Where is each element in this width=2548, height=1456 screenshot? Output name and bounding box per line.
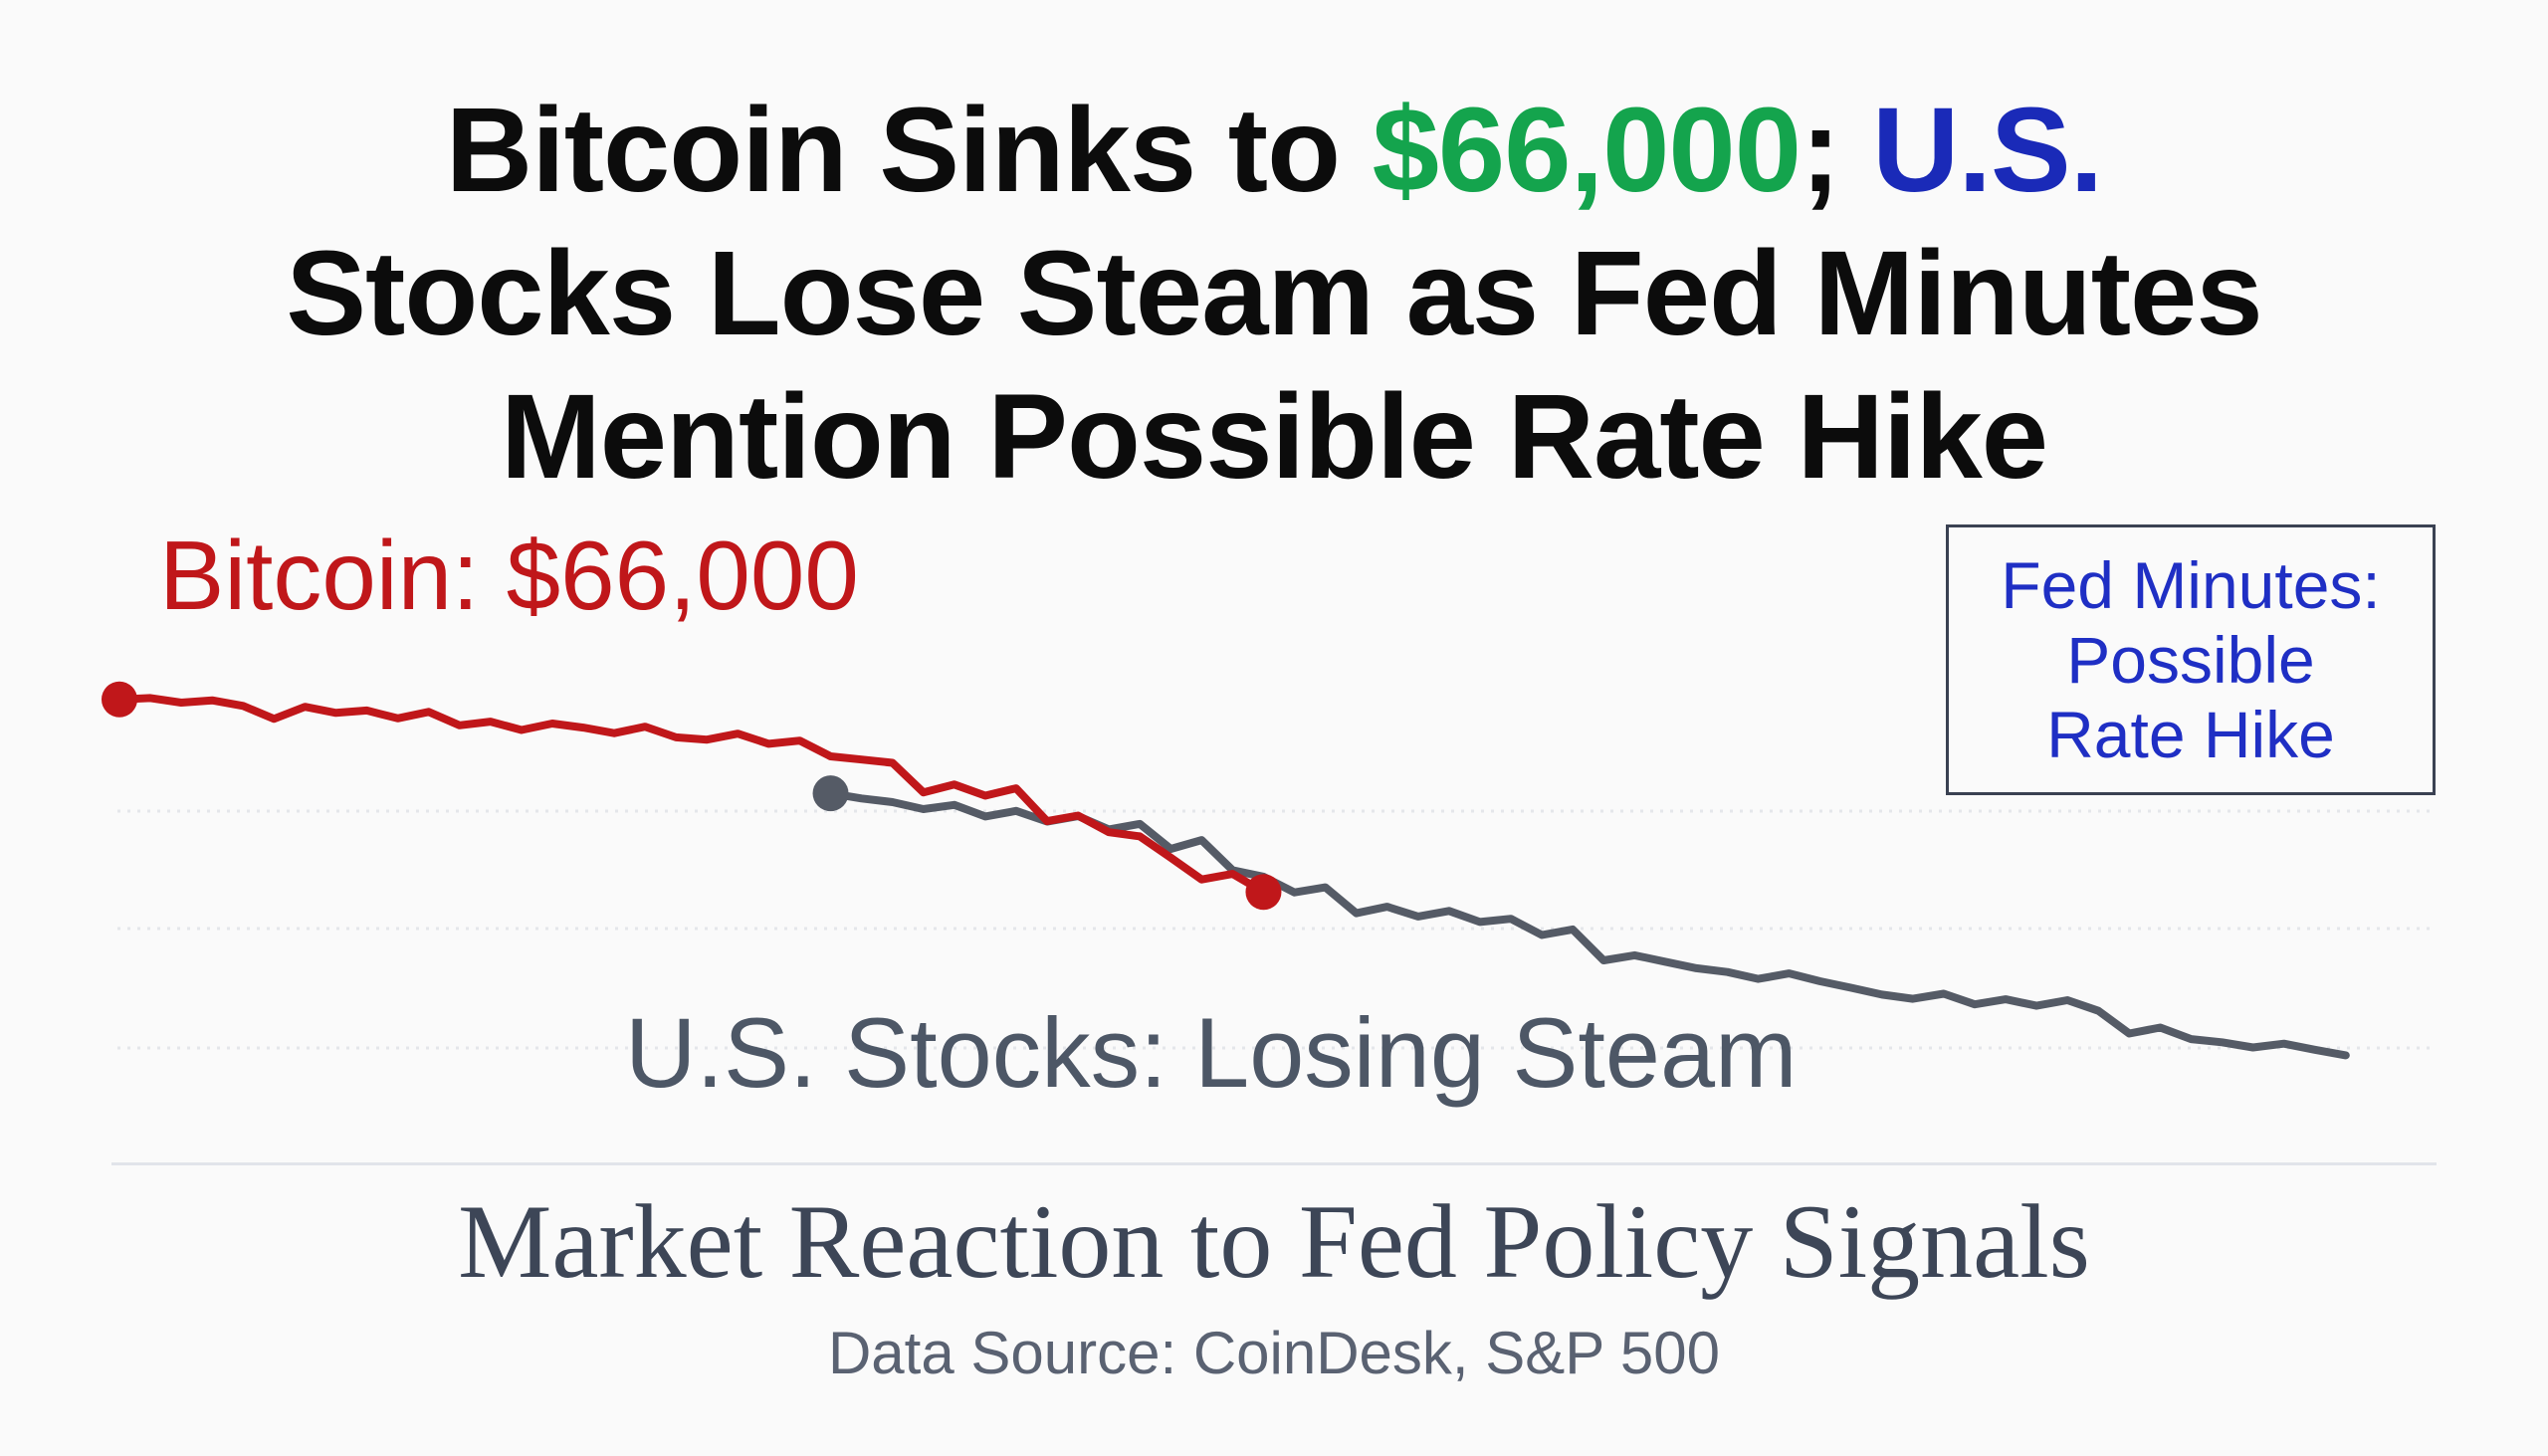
headline-line3: Mention Possible Rate Hike <box>500 368 2048 504</box>
data-source: Data Source: CoinDesk, S&P 500 <box>827 1320 1721 1386</box>
headline: Bitcoin Sinks to $66,000; U.S. Stocks Los… <box>0 78 2548 508</box>
grid-lines <box>117 809 2437 1050</box>
chart-title: Market Reaction to Fed Policy Signals <box>458 1183 2090 1300</box>
headline-line2: Stocks Lose Steam as Fed Minutes <box>286 225 2262 360</box>
headline-us: U.S. <box>1871 82 2103 217</box>
bitcoin-start-marker <box>102 681 137 718</box>
annotation-line-3: Rate Hike <box>2046 697 2335 771</box>
annotation-line-1: Fed Minutes: <box>2001 547 2381 622</box>
bitcoin-series-label: Bitcoin: $66,000 <box>159 520 859 630</box>
annotation-line-2: Possible <box>2066 622 2315 697</box>
headline-part1: Bitcoin Sinks to <box>445 82 1373 217</box>
divider <box>111 1162 2437 1165</box>
fed-minutes-annotation: Fed Minutes: Possible Rate Hike <box>1946 524 2436 795</box>
headline-price: $66,000 <box>1372 82 1802 217</box>
chart-series <box>102 681 2350 1060</box>
stocks-start-marker <box>812 775 849 812</box>
stocks-series-label: U.S. Stocks: Losing Steam <box>625 997 1798 1108</box>
bitcoin-series-line <box>115 694 1268 897</box>
headline-part2: ; <box>1801 82 1872 217</box>
bitcoin-end-marker <box>1245 874 1282 911</box>
